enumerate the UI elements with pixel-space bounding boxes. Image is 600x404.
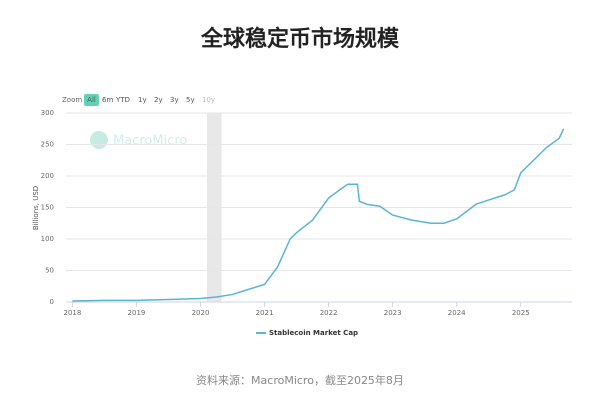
watermark-logo bbox=[90, 131, 108, 149]
x-tick-label: 2020 bbox=[192, 309, 210, 317]
y-tick-label: 150 bbox=[41, 204, 54, 212]
title: 全球稳定币市场规模 bbox=[200, 26, 400, 52]
zoom-button[interactable]: 2y bbox=[154, 96, 163, 104]
source: 资料来源：MacroMicro，截至2025年8月 bbox=[196, 373, 404, 387]
x-tick-label: 2021 bbox=[256, 309, 274, 317]
zoom-button-label[interactable]: All bbox=[87, 96, 96, 104]
zoom-button[interactable]: 10y bbox=[202, 96, 215, 104]
zoom-button[interactable]: 6m bbox=[102, 96, 113, 104]
zoom-button[interactable]: YTD bbox=[115, 96, 130, 104]
zoom-button-label[interactable]: 3y bbox=[170, 96, 179, 104]
x-tick-label: 2022 bbox=[320, 309, 338, 317]
zoom-button-label[interactable]: 1y bbox=[138, 96, 147, 104]
x-tick-label: 2019 bbox=[128, 309, 146, 317]
zoom-button[interactable]: 5y bbox=[186, 96, 195, 104]
zoom-button-label[interactable]: 10y bbox=[202, 96, 215, 104]
watermark-text: MacroMicro bbox=[113, 134, 187, 149]
x-tick-label: 2023 bbox=[384, 309, 402, 317]
zoom-button[interactable]: 3y bbox=[170, 96, 179, 104]
plot: 0 50 100 150 200 250 300 2018 2019 2020 2021 2022 20… bbox=[41, 109, 572, 337]
zoom-button[interactable]: All bbox=[84, 94, 99, 106]
y-tick-label: 200 bbox=[41, 172, 54, 180]
y-tick-label: 0 bbox=[50, 298, 54, 306]
y-tick-label: 300 bbox=[41, 109, 54, 117]
x-tick-label: 2018 bbox=[63, 309, 81, 317]
legend-label: Stablecoin Market Cap bbox=[269, 329, 358, 337]
zoom-button-label[interactable]: YTD bbox=[115, 96, 130, 104]
y-tick-label: 50 bbox=[45, 267, 54, 275]
zoom-label: Zoom bbox=[62, 96, 82, 104]
watermark: MacroMicro bbox=[90, 131, 187, 149]
x-tick-label: 2025 bbox=[512, 309, 530, 317]
x-tick-label: 2024 bbox=[448, 309, 466, 317]
zoom-button-label[interactable]: 6m bbox=[102, 96, 113, 104]
series-line bbox=[72, 128, 565, 302]
zoom-button-bg[interactable] bbox=[84, 94, 99, 106]
y-tick-label: 250 bbox=[41, 141, 54, 149]
y-axis-title: Billions, USD bbox=[32, 186, 40, 230]
zoom-buttons: All 6m YTD 1y 2y 3y 5y 10y bbox=[84, 94, 215, 106]
zoom-button[interactable]: 1y bbox=[138, 96, 147, 104]
zoom-button-label[interactable]: 2y bbox=[154, 96, 163, 104]
zoom-button-label[interactable]: 5y bbox=[186, 96, 195, 104]
y-tick-label: 100 bbox=[41, 235, 54, 243]
